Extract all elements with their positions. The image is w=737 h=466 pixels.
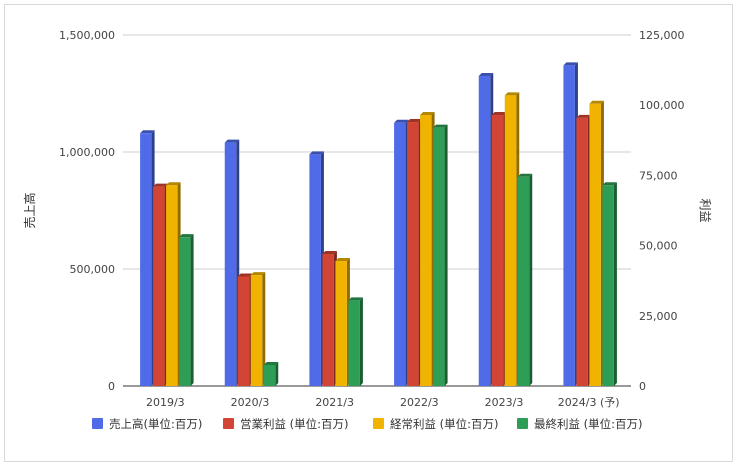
chart-frame: 0 500,000 1,000,000 1,500,000 0 25,000 50,000 7… xyxy=(4,4,733,462)
legend-swatch xyxy=(517,418,528,429)
bar xyxy=(576,117,588,386)
x-tick-label: 2020/3 xyxy=(231,396,270,409)
bar-top xyxy=(491,112,507,116)
bar xyxy=(309,154,321,386)
bar xyxy=(491,115,504,386)
bar xyxy=(589,103,601,387)
bar-side xyxy=(613,182,617,386)
bar xyxy=(179,237,191,386)
bar-side xyxy=(529,173,533,386)
bar-top xyxy=(563,62,578,66)
bar-side xyxy=(190,234,194,386)
bar xyxy=(602,185,614,386)
y-right-tick-label: 50,000 xyxy=(639,240,678,253)
bar xyxy=(153,186,165,386)
x-tick-label: 2023/3 xyxy=(485,396,524,409)
legend-swatch xyxy=(223,418,234,429)
bar-top xyxy=(589,100,604,104)
bar xyxy=(348,300,360,386)
bar xyxy=(394,122,406,386)
bar-top xyxy=(407,119,422,123)
bar-side xyxy=(275,361,279,386)
bar xyxy=(517,176,530,386)
bar xyxy=(335,261,347,386)
legend-label: 営業利益 (単位:百万) xyxy=(240,417,349,431)
y-right-tick-label: 75,000 xyxy=(639,169,678,182)
bar xyxy=(420,115,432,386)
y-left-tick-label: 500,000 xyxy=(70,263,116,276)
bar xyxy=(504,95,517,386)
bar-top xyxy=(394,119,409,123)
bar-top xyxy=(309,151,324,155)
x-tick-label: 2022/3 xyxy=(400,396,439,409)
legend-label: 売上高(単位:百万) xyxy=(109,417,202,431)
bar-top xyxy=(237,273,253,277)
bar xyxy=(563,65,575,387)
x-tick-label: 2021/3 xyxy=(315,396,354,409)
y-left-tick-label: 1,000,000 xyxy=(59,146,115,159)
bar-top xyxy=(153,183,168,187)
bar-top xyxy=(576,114,591,118)
bar-top xyxy=(433,124,448,128)
legend-label: 最終利益 (単位:百万) xyxy=(534,417,643,431)
y-left-tick-label: 1,500,000 xyxy=(59,29,115,42)
y-right-tick-label: 0 xyxy=(639,380,646,393)
bar-chart: 0 500,000 1,000,000 1,500,000 0 25,000 50,000 7… xyxy=(22,29,712,431)
bar xyxy=(433,127,445,386)
bar-top xyxy=(166,182,181,186)
bar-top xyxy=(504,92,520,96)
bar xyxy=(237,276,250,386)
x-tick-label: 2019/3 xyxy=(146,396,185,409)
bar-side xyxy=(262,272,266,386)
bar-top xyxy=(420,112,435,116)
bar xyxy=(166,185,178,386)
bar-top xyxy=(322,251,337,255)
y-left-axis-title: 売上高 xyxy=(22,192,37,228)
legend-swatch xyxy=(92,418,103,429)
y-right-axis-title: 利益 xyxy=(698,198,712,222)
bar-top xyxy=(335,258,350,262)
y-left-tick-label: 0 xyxy=(108,380,115,393)
bar xyxy=(322,254,334,386)
bar-top xyxy=(179,234,194,238)
y-right-tick-label: 100,000 xyxy=(639,99,685,112)
legend-swatch xyxy=(373,418,384,429)
bar xyxy=(224,142,237,386)
bar xyxy=(407,122,419,386)
bar-top xyxy=(224,139,240,143)
y-right-tick-label: 25,000 xyxy=(639,310,678,323)
bar-top xyxy=(250,272,266,276)
bar-top xyxy=(517,173,533,177)
bar-top xyxy=(602,182,617,186)
bar-top xyxy=(348,297,363,301)
bar-top xyxy=(478,72,494,76)
bar-side xyxy=(359,297,363,386)
bar-side xyxy=(444,124,448,386)
bar xyxy=(478,75,491,386)
bar-top xyxy=(263,361,279,365)
bar xyxy=(250,275,263,386)
legend-label: 経常利益 (単位:百万) xyxy=(390,417,499,431)
x-tick-label: 2024/3 (予) xyxy=(558,396,620,409)
y-right-tick-label: 125,000 xyxy=(639,29,685,42)
bar-top xyxy=(140,130,155,134)
bar xyxy=(140,133,152,386)
bar xyxy=(263,364,276,386)
